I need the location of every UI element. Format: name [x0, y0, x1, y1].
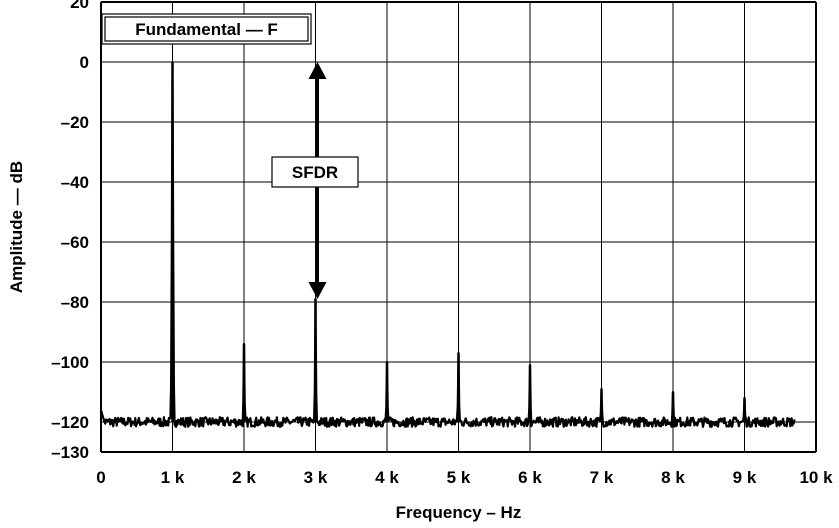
x-tick-label: 8 k	[661, 468, 685, 487]
y-tick-label: –100	[51, 353, 89, 372]
harmonic-peaks	[171, 62, 746, 422]
x-axis-title: Frequency – Hz	[396, 503, 522, 522]
sfdr-box	[271, 156, 359, 188]
y-tick-label: 20	[70, 0, 89, 12]
annotations: Fundamental — F SFDR	[101, 13, 359, 299]
fundamental-box-outer	[101, 13, 312, 45]
fundamental-label: Fundamental — F	[135, 20, 278, 39]
x-tick-label: 9 k	[733, 468, 757, 487]
x-tick-label: 1 k	[161, 468, 185, 487]
x-tick-labels: 0 1 k 2 k 3 k 4 k 5 k 6 k 7 k 8 k 9 k 10 k	[96, 468, 833, 487]
y-tick-label: 0	[80, 53, 89, 72]
sfdr-arrow-down-head	[308, 282, 327, 299]
y-axis-title: Amplitude — dB	[7, 161, 26, 293]
fundamental-box-inner	[104, 16, 309, 42]
x-tick-label: 10 k	[799, 468, 833, 487]
y-tick-label: –20	[61, 113, 89, 132]
y-tick-label: –80	[61, 293, 89, 312]
x-tick-label: 4 k	[375, 468, 399, 487]
x-tick-label: 6 k	[518, 468, 542, 487]
x-tick-label: 5 k	[447, 468, 471, 487]
y-tick-labels: 20 0 –20 –40 –60 –80 –100 –120 –130	[51, 0, 89, 462]
spectrum-line	[99, 60, 796, 428]
x-tick-label: 7 k	[590, 468, 614, 487]
x-tick-label: 3 k	[304, 468, 328, 487]
sfdr-label: SFDR	[292, 163, 338, 182]
x-tick-label: 2 k	[232, 468, 256, 487]
y-tick-label: –40	[61, 173, 89, 192]
y-tick-label: –120	[51, 413, 89, 432]
y-tick-label: –130	[51, 443, 89, 462]
x-tick-label: 0	[96, 468, 105, 487]
y-tick-label: –60	[61, 233, 89, 252]
sfdr-arrow-up-head	[308, 62, 327, 79]
